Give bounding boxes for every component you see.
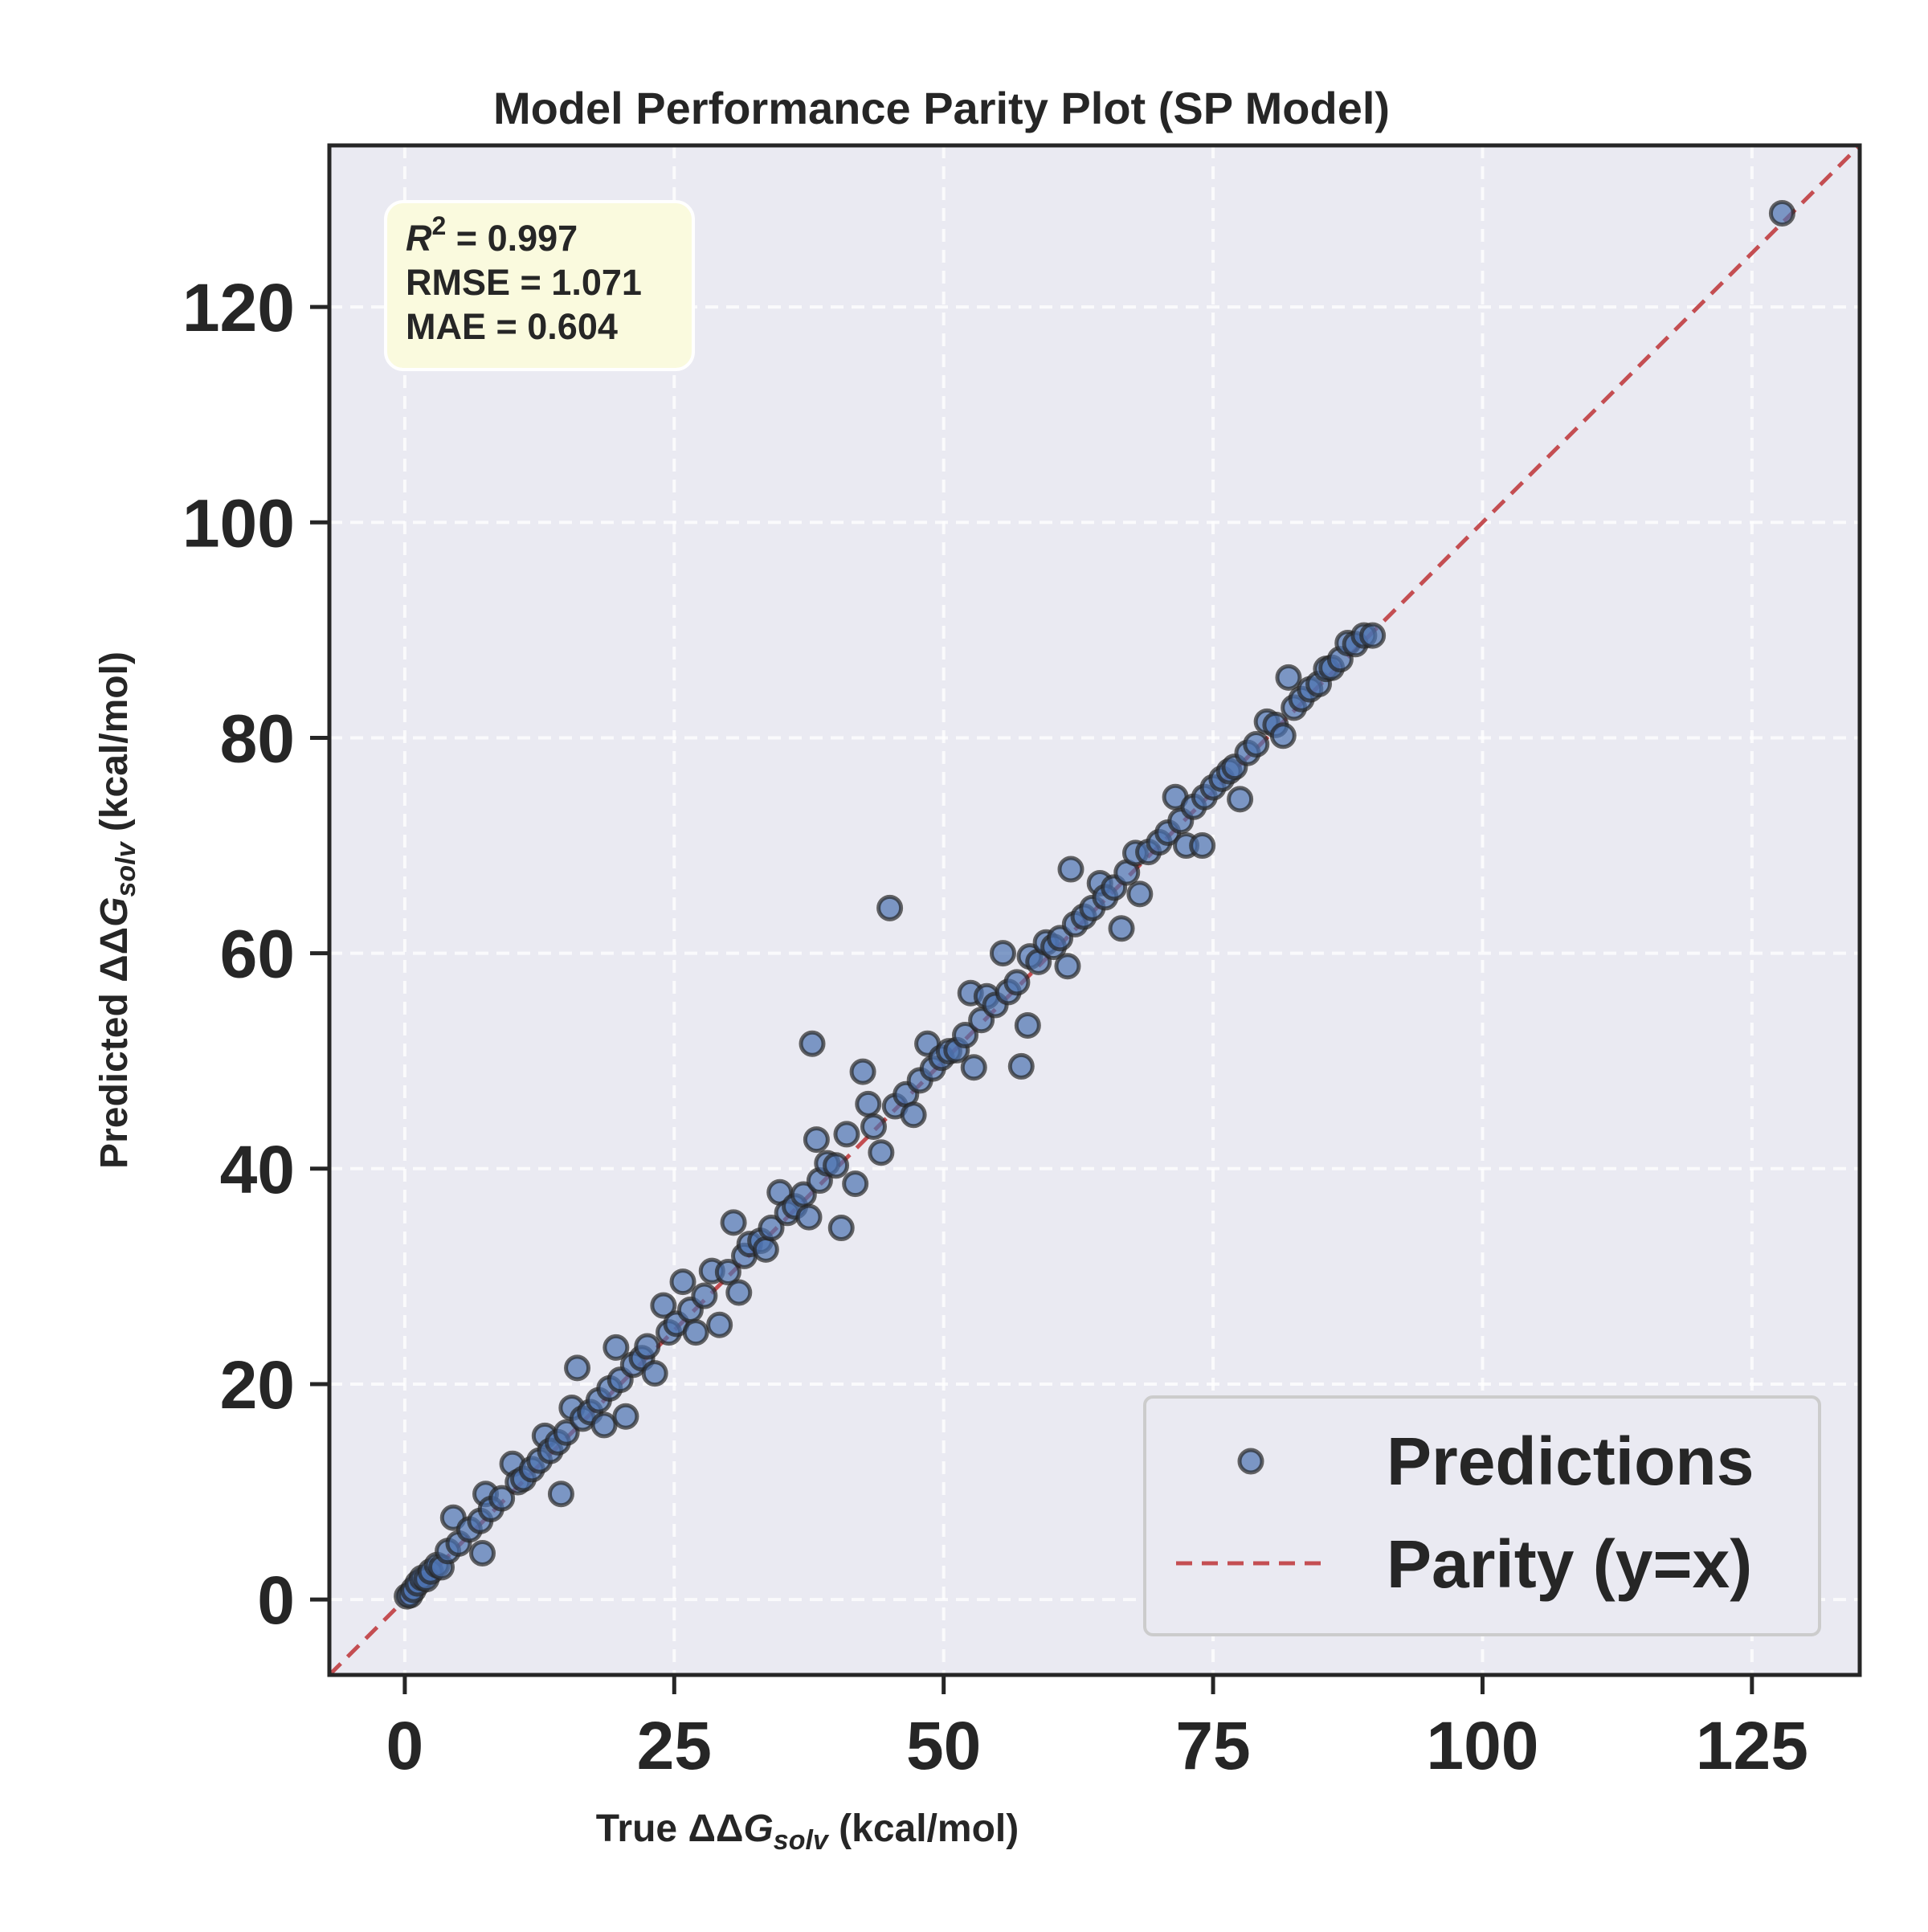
x-axis-label: True ΔΔGsolv (kcal/mol) bbox=[596, 1807, 1019, 1856]
data-point bbox=[669, 1268, 696, 1296]
stats-r2: R2 = 0.997 bbox=[406, 211, 578, 259]
data-point bbox=[682, 1319, 709, 1346]
data-point bbox=[795, 1203, 823, 1231]
data-point bbox=[803, 1126, 830, 1154]
x-tick-label: 50 bbox=[906, 1708, 981, 1783]
data-point bbox=[752, 1236, 779, 1263]
data-point bbox=[634, 1333, 661, 1360]
legend-marker-predictions bbox=[1237, 1448, 1264, 1475]
data-point bbox=[989, 940, 1016, 967]
stats-rmse: RMSE = 1.071 bbox=[406, 262, 642, 303]
x-tick-label: 125 bbox=[1696, 1708, 1808, 1783]
data-point bbox=[564, 1354, 591, 1382]
data-point bbox=[842, 1170, 869, 1198]
y-axis-label-pre: Predicted ΔΔ bbox=[93, 927, 136, 1169]
legend-box bbox=[1143, 1395, 1821, 1636]
stats-box-background bbox=[384, 200, 695, 371]
data-point bbox=[849, 1058, 876, 1085]
data-point bbox=[1189, 832, 1216, 860]
data-point bbox=[960, 1054, 987, 1081]
x-tick-label: 25 bbox=[637, 1708, 712, 1783]
y-axis-label-var: G bbox=[93, 897, 136, 927]
y-tick-label: 40 bbox=[220, 1132, 295, 1207]
x-axis-label-pre: True ΔΔ bbox=[596, 1807, 744, 1850]
scatter-points bbox=[394, 199, 1795, 1610]
data-point bbox=[1014, 1011, 1041, 1039]
data-point bbox=[725, 1279, 753, 1306]
x-tick-label: 0 bbox=[386, 1708, 424, 1783]
data-point bbox=[641, 1360, 668, 1387]
stats-r2-value: = 0.997 bbox=[446, 218, 578, 259]
axis-ticks: 0 25 50 75 100 125 0 20 40 60 80 100 120 bbox=[182, 270, 1808, 1783]
y-tick-label: 60 bbox=[220, 917, 295, 992]
x-tick-label: 75 bbox=[1175, 1708, 1250, 1783]
legend: Predictions Parity (y=x) bbox=[1143, 1395, 1821, 1636]
data-point bbox=[1768, 199, 1795, 227]
data-point bbox=[860, 1113, 887, 1141]
data-point bbox=[650, 1292, 677, 1319]
data-point bbox=[706, 1311, 733, 1338]
x-tick-label: 100 bbox=[1426, 1708, 1538, 1783]
data-point bbox=[868, 1139, 895, 1166]
y-tick-label: 20 bbox=[220, 1347, 295, 1423]
stats-r2-sup: 2 bbox=[432, 211, 447, 240]
data-point bbox=[1269, 722, 1297, 750]
data-point bbox=[1243, 731, 1270, 758]
data-point bbox=[720, 1209, 747, 1236]
data-point bbox=[833, 1121, 860, 1148]
y-tick-label: 120 bbox=[182, 270, 295, 345]
grid-lines bbox=[329, 145, 1860, 1675]
stats-mae: MAE = 0.604 bbox=[406, 306, 618, 347]
data-point bbox=[1057, 856, 1084, 883]
data-point bbox=[1227, 786, 1254, 813]
legend-label-parity: Parity (y=x) bbox=[1387, 1526, 1752, 1602]
data-point bbox=[1007, 1052, 1035, 1080]
data-point bbox=[1054, 953, 1081, 980]
data-point bbox=[612, 1403, 639, 1430]
data-point bbox=[1275, 664, 1302, 691]
data-point bbox=[1359, 622, 1387, 649]
data-point bbox=[855, 1090, 882, 1117]
data-point bbox=[1003, 969, 1031, 996]
data-point bbox=[469, 1539, 496, 1566]
plot-frame bbox=[327, 143, 1862, 1677]
y-axis-label-post: (kcal/mol) bbox=[93, 651, 136, 842]
stats-box: R2 = 0.997 RMSE = 1.071 MAE = 0.604 bbox=[384, 200, 695, 371]
data-point bbox=[823, 1152, 850, 1179]
data-point bbox=[691, 1282, 718, 1309]
data-point bbox=[547, 1481, 574, 1508]
legend-label-predictions: Predictions bbox=[1387, 1423, 1754, 1499]
data-point bbox=[1126, 880, 1154, 908]
data-point bbox=[758, 1215, 785, 1242]
x-axis-label-var: G bbox=[743, 1807, 773, 1850]
data-point bbox=[488, 1485, 516, 1512]
y-axis-label: Predicted ΔΔGsolv (kcal/mol) bbox=[93, 651, 141, 1169]
data-point bbox=[827, 1215, 855, 1242]
y-axis-label-sub: solv bbox=[111, 840, 141, 897]
data-point bbox=[590, 1411, 618, 1439]
y-tick-label: 100 bbox=[182, 485, 295, 561]
data-point bbox=[799, 1030, 826, 1057]
x-axis-label-post: (kcal/mol) bbox=[828, 1807, 1019, 1850]
y-tick-label: 0 bbox=[257, 1562, 295, 1638]
data-point bbox=[876, 894, 904, 921]
x-axis-label-sub: solv bbox=[774, 1825, 830, 1856]
data-point bbox=[900, 1101, 927, 1129]
data-point bbox=[952, 1022, 979, 1049]
data-point bbox=[1108, 915, 1135, 942]
stats-r2-label: R bbox=[406, 218, 432, 259]
chart-title: Model Performance Parity Plot (SP Model) bbox=[493, 83, 1390, 133]
data-point bbox=[602, 1334, 630, 1361]
data-point bbox=[553, 1419, 580, 1446]
data-point bbox=[714, 1259, 741, 1286]
y-tick-label: 80 bbox=[220, 701, 295, 776]
